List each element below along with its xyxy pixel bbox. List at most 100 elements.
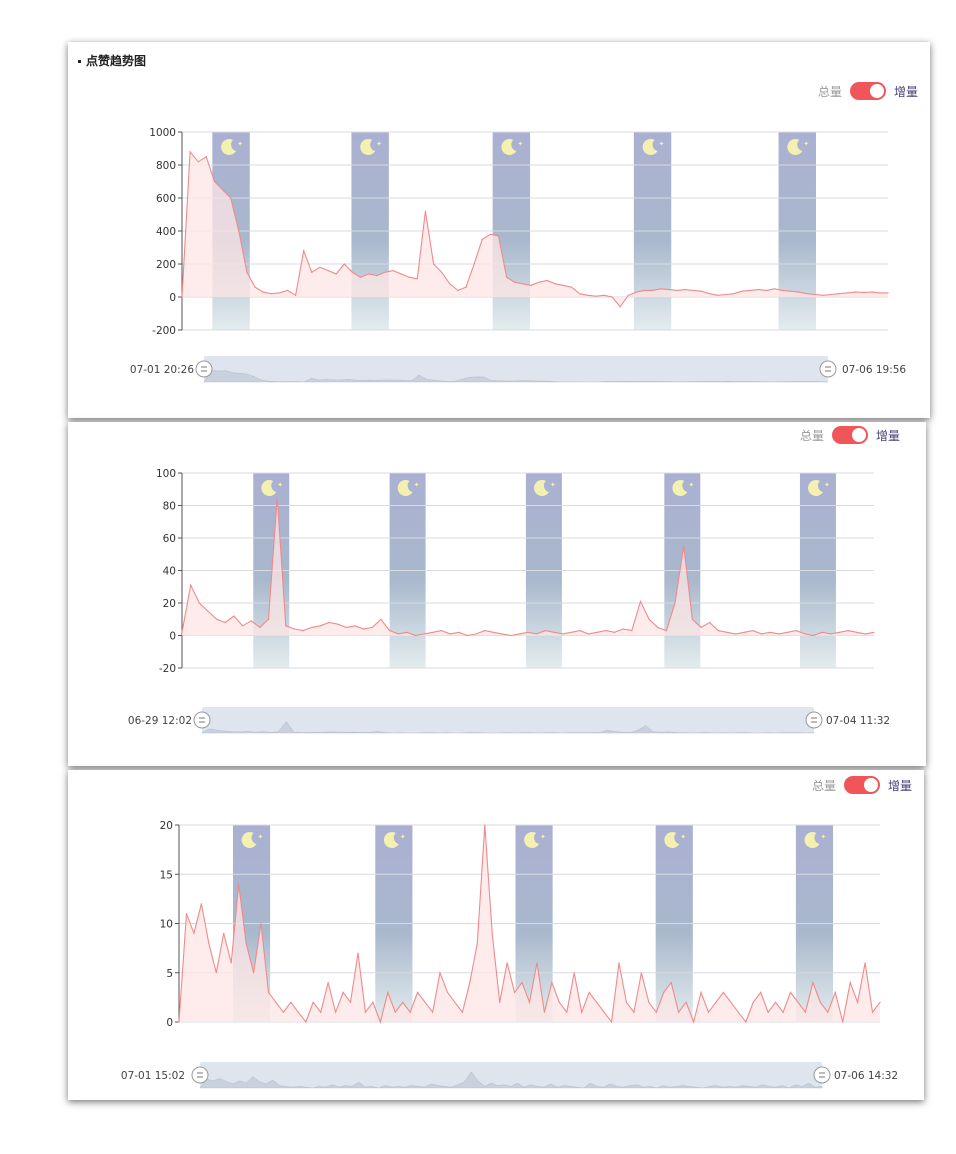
data-point [433, 263, 435, 265]
data-point [864, 633, 867, 635]
data-point [406, 631, 408, 633]
data-point [233, 615, 235, 617]
total-label[interactable]: 总量 [817, 84, 842, 99]
range-slider-preview [203, 369, 829, 383]
data-point [804, 633, 806, 635]
range-start-label: 06-29 12:02 [128, 715, 192, 727]
data-point [290, 1001, 292, 1003]
data-point [717, 294, 719, 296]
data-point [700, 626, 702, 628]
y-tick-label: 40 [163, 566, 176, 578]
increment-label[interactable]: 增量 [875, 428, 900, 443]
data-point [397, 633, 399, 635]
data-point [260, 922, 262, 925]
moon-icon: ✦ [672, 479, 694, 496]
data-point [384, 271, 386, 273]
moon-icon: ✦ [383, 831, 406, 848]
data-point [415, 634, 417, 637]
data-point [424, 1001, 426, 1003]
data-point [518, 633, 520, 635]
data-point [887, 292, 889, 294]
moon-icon: ✦ [221, 138, 243, 155]
y-tick-label: 0 [169, 631, 176, 643]
range-end-label: 07-06 19:56 [842, 364, 906, 376]
data-point [830, 633, 832, 635]
data-point [546, 279, 548, 282]
data-point [250, 620, 252, 622]
data-point [270, 293, 272, 295]
data-point [528, 1001, 531, 1003]
range-slider-end-handle[interactable] [813, 1066, 831, 1084]
y-tick-label: 800 [156, 160, 176, 172]
section-title: 点赞趋势图 [78, 52, 146, 69]
mode-switch[interactable] [843, 776, 880, 794]
data-point [506, 962, 508, 964]
mode-switch[interactable] [849, 82, 886, 100]
data-point [297, 1011, 299, 1013]
data-point [449, 283, 451, 285]
data-point [806, 293, 808, 295]
data-point [311, 271, 313, 273]
data-point [285, 625, 287, 627]
data-point [491, 932, 493, 934]
data-point [562, 284, 564, 286]
data-point [389, 630, 391, 632]
data-point [466, 634, 468, 637]
range-slider-track[interactable] [204, 356, 828, 382]
range-slider-end-handle[interactable] [805, 711, 823, 729]
data-point [514, 281, 516, 283]
data-point [670, 982, 672, 984]
total-label[interactable]: 总量 [811, 778, 836, 793]
range-slider-start-handle[interactable] [195, 360, 213, 378]
range-slider-start-handle[interactable] [191, 1066, 209, 1084]
data-point [611, 296, 613, 298]
data-point [842, 1021, 844, 1023]
data-point [603, 294, 605, 296]
data-point [726, 631, 728, 633]
mode-switch[interactable] [831, 426, 868, 444]
data-point [475, 633, 477, 635]
data-point [189, 151, 191, 153]
data-point [253, 972, 255, 974]
like-trend-chart-3: ✦ ✦ ✦ ✦ ✦ 0 5 10 15 20 07-01 15:02 07-06 14:32 [121, 820, 898, 1089]
increment-label[interactable]: 增量 [893, 84, 918, 99]
svg-text:✦: ✦ [824, 481, 830, 489]
data-point [497, 235, 500, 237]
data-point [553, 631, 555, 633]
data-point [700, 991, 702, 993]
data-point [879, 292, 881, 294]
data-point [749, 289, 751, 291]
data-point [733, 293, 735, 295]
y-tick-label: -20 [159, 663, 176, 675]
y-tick-label: 0 [166, 1017, 173, 1029]
range-slider-end-handle[interactable] [819, 360, 837, 378]
data-point [685, 1001, 687, 1003]
total-label[interactable]: 总量 [799, 428, 824, 443]
increment-label[interactable]: 增量 [887, 778, 912, 793]
range-slider-track[interactable] [202, 707, 814, 733]
moon-icon: ✦ [808, 479, 830, 496]
data-point [181, 631, 183, 633]
data-point [514, 991, 516, 993]
range-slider-start-handle[interactable] [193, 711, 211, 729]
data-point [812, 634, 815, 637]
svg-text:✦: ✦ [376, 140, 382, 148]
svg-text:✦: ✦ [277, 481, 283, 489]
y-tick-label: 80 [163, 501, 176, 513]
data-point [449, 633, 451, 635]
y-tick-label: 0 [169, 292, 176, 304]
data-point [544, 630, 546, 632]
range-slider-track[interactable] [200, 1062, 822, 1088]
data-point [439, 972, 441, 974]
data-point [327, 982, 329, 984]
data-point [660, 288, 662, 290]
data-point [663, 991, 665, 993]
data-point [745, 1021, 747, 1023]
data-point [238, 230, 240, 232]
data-point [558, 1001, 560, 1003]
data-point [822, 294, 824, 296]
data-point [722, 991, 725, 993]
data-point [775, 1001, 777, 1003]
data-point [376, 275, 378, 277]
data-point [674, 602, 676, 604]
